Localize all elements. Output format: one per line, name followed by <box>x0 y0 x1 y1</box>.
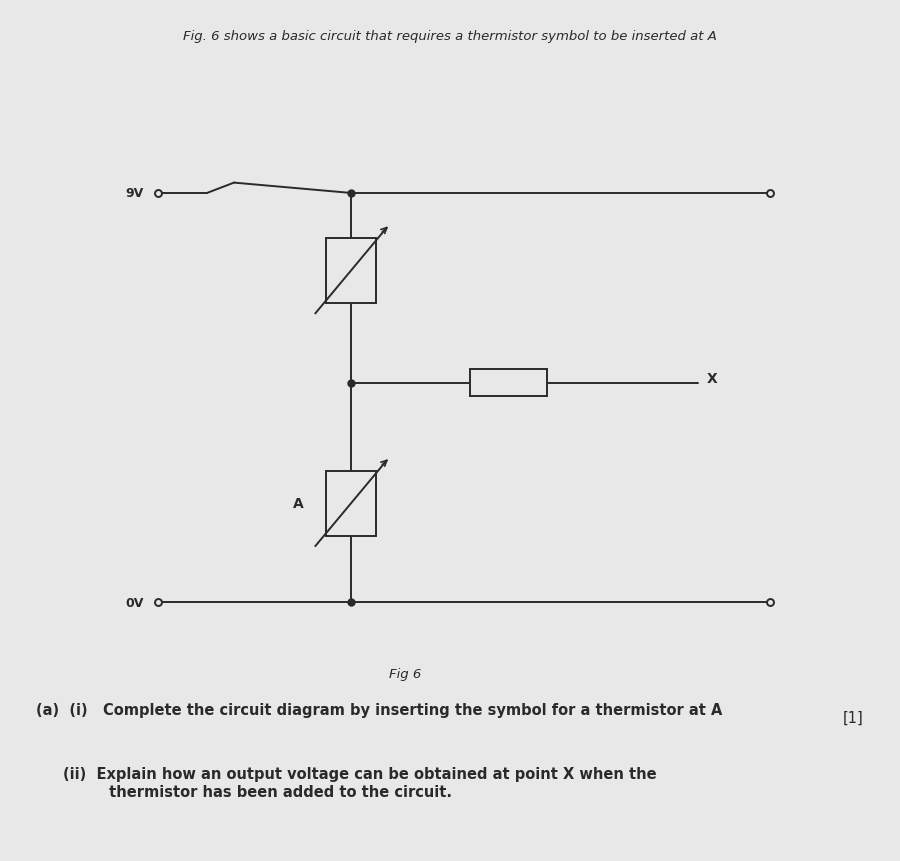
Text: [1]: [1] <box>843 710 864 725</box>
Text: (ii)  Explain how an output voltage can be obtained at point X when the
        : (ii) Explain how an output voltage can b… <box>63 766 657 799</box>
Text: 0V: 0V <box>126 596 144 610</box>
Text: 9V: 9V <box>126 187 144 201</box>
Text: Fig. 6 shows a basic circuit that requires a thermistor symbol to be inserted at: Fig. 6 shows a basic circuit that requir… <box>183 30 717 43</box>
Text: A: A <box>293 497 303 511</box>
Bar <box>326 472 376 536</box>
Text: Fig 6: Fig 6 <box>389 667 421 680</box>
Text: (a)  (i)   Complete the circuit diagram by inserting the symbol for a thermistor: (a) (i) Complete the circuit diagram by … <box>36 702 723 716</box>
Bar <box>470 369 546 397</box>
Bar <box>326 238 376 303</box>
Text: X: X <box>706 372 717 386</box>
